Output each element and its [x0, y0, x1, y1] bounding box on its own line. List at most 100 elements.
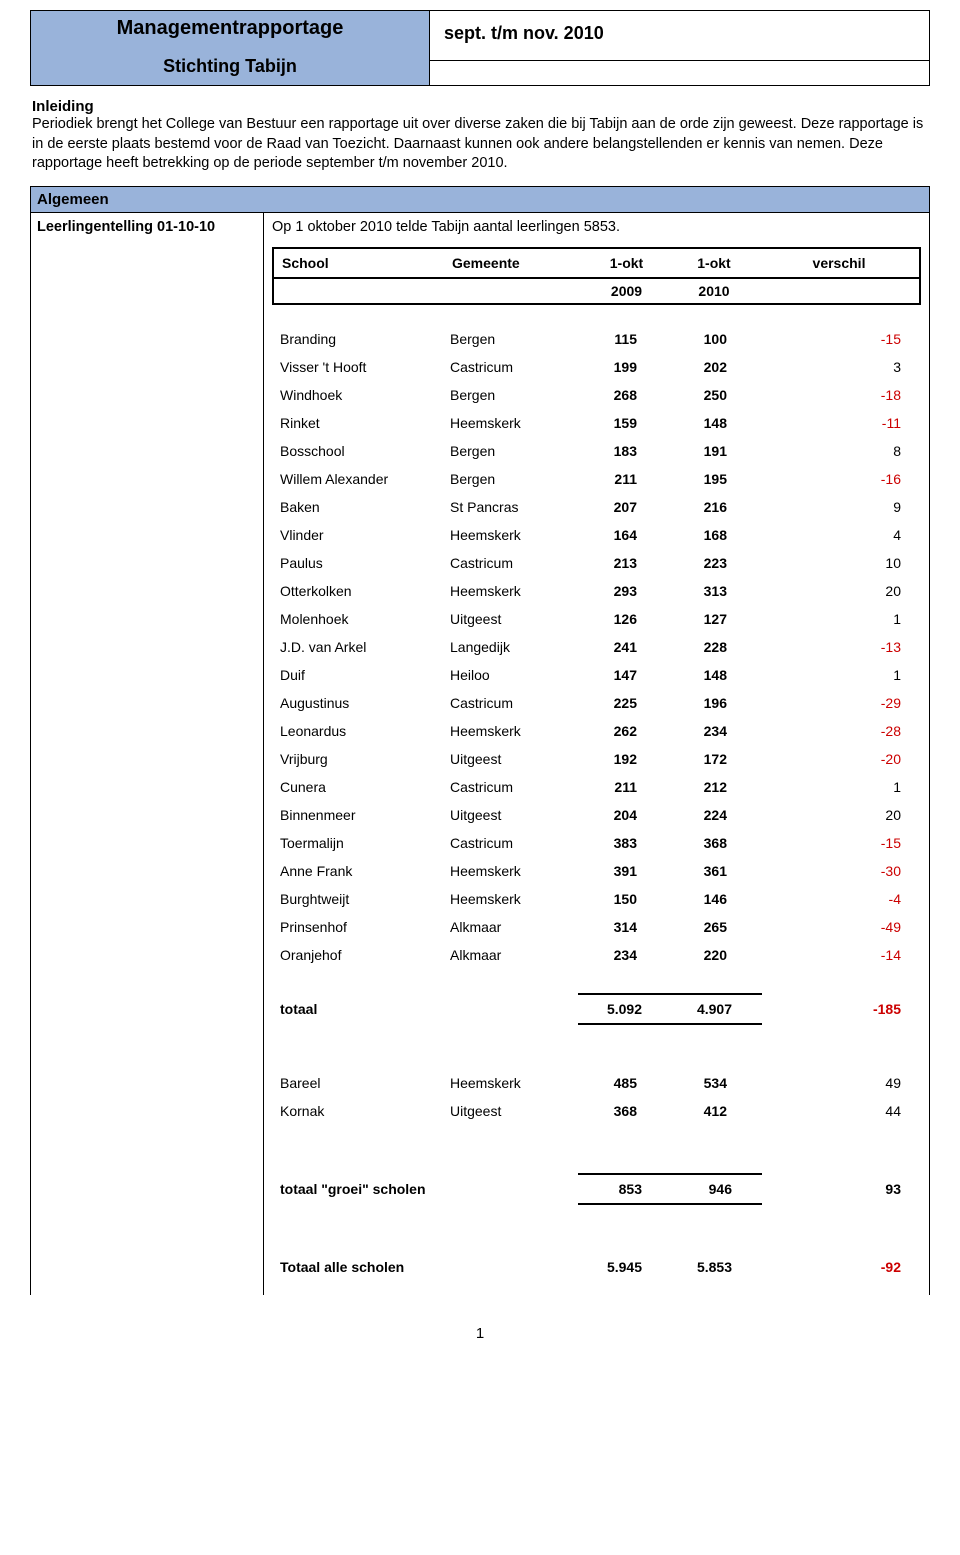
- cell-gemeente: Uitgeest: [442, 1103, 582, 1119]
- table-row: CuneraCastricum2112121: [272, 773, 921, 801]
- table-row: BinnenmeerUitgeest20422420: [272, 801, 921, 829]
- th-2010: 2010: [669, 279, 759, 303]
- cell-school: Prinsenhof: [272, 919, 442, 935]
- cell-diff: -15: [757, 331, 921, 347]
- table-row: BurghtweijtHeemskerk150146-4: [272, 885, 921, 913]
- table-header: School Gemeente 1-okt 1-okt verschil: [272, 247, 921, 279]
- table-row: PrinsenhofAlkmaar314265-49: [272, 913, 921, 941]
- table-row: BakenSt Pancras2072169: [272, 493, 921, 521]
- cell-diff: -30: [757, 863, 921, 879]
- table-row: Willem AlexanderBergen211195-16: [272, 465, 921, 493]
- subtotal-2010: 4.907: [667, 1001, 757, 1017]
- cell-diff: -13: [757, 639, 921, 655]
- table-row: AugustinusCastricum225196-29: [272, 689, 921, 717]
- table-row: Visser 't HooftCastricum1992023: [272, 353, 921, 381]
- cell-2010: 195: [667, 471, 757, 487]
- cell-diff: -28: [757, 723, 921, 739]
- grand-total-label: Totaal alle scholen: [272, 1259, 582, 1275]
- report-subtitle: Stichting Tabijn: [35, 56, 425, 77]
- table-row: LeonardusHeemskerk262234-28: [272, 717, 921, 745]
- table-row: OranjehofAlkmaar234220-14: [272, 941, 921, 969]
- cell-2009: 268: [582, 387, 667, 403]
- cell-2009: 485: [582, 1075, 667, 1091]
- cell-diff: -18: [757, 387, 921, 403]
- cell-gemeente: Heemskerk: [442, 583, 582, 599]
- cell-2009: 192: [582, 751, 667, 767]
- subtotal-label: totaal: [272, 1001, 442, 1017]
- subtotal-diff: -185: [757, 1001, 921, 1017]
- cell-diff: -49: [757, 919, 921, 935]
- cell-school: Toermalijn: [272, 835, 442, 851]
- growth-total-diff: 93: [757, 1181, 921, 1197]
- cell-diff: 1: [757, 667, 921, 683]
- cell-2009: 314: [582, 919, 667, 935]
- cell-gemeente: Heemskerk: [442, 527, 582, 543]
- growth-total-2010: 946: [667, 1181, 757, 1197]
- cell-school: Paulus: [272, 555, 442, 571]
- cell-gemeente: Bergen: [442, 331, 582, 347]
- table-row: OtterkolkenHeemskerk29331320: [272, 577, 921, 605]
- cell-diff: 10: [757, 555, 921, 571]
- grand-total-2010: 5.853: [667, 1259, 757, 1275]
- cell-school: J.D. van Arkel: [272, 639, 442, 655]
- subtotal-row: totaal 5.092 4.907 -185: [272, 995, 921, 1023]
- cell-2010: 148: [667, 667, 757, 683]
- cell-2010: 368: [667, 835, 757, 851]
- cell-school: Visser 't Hooft: [272, 359, 442, 375]
- header-blank: [430, 61, 929, 86]
- table-row: PaulusCastricum21322310: [272, 549, 921, 577]
- growth-total-row: totaal "groei" scholen 853 946 93: [272, 1175, 921, 1203]
- cell-gemeente: Langedijk: [442, 639, 582, 655]
- cell-gemeente: Heemskerk: [442, 1075, 582, 1091]
- cell-2009: 211: [582, 779, 667, 795]
- subtotal-2009: 5.092: [582, 1001, 667, 1017]
- cell-2009: 211: [582, 471, 667, 487]
- cell-gemeente: Heemskerk: [442, 863, 582, 879]
- cell-gemeente: Uitgeest: [442, 751, 582, 767]
- report-period: sept. t/m nov. 2010: [430, 11, 929, 61]
- table-row: VrijburgUitgeest192172-20: [272, 745, 921, 773]
- intro: Inleiding Periodiek brengt het College v…: [30, 98, 930, 174]
- cell-2010: 196: [667, 695, 757, 711]
- cell-2010: 265: [667, 919, 757, 935]
- header-right: sept. t/m nov. 2010: [430, 11, 929, 85]
- growth-total-label: totaal "groei" scholen: [272, 1181, 582, 1197]
- cell-2010: 223: [667, 555, 757, 571]
- cell-2009: 126: [582, 611, 667, 627]
- cell-2009: 262: [582, 723, 667, 739]
- cell-gemeente: Castricum: [442, 835, 582, 851]
- table-row: BrandingBergen115100-15: [272, 325, 921, 353]
- cell-2009: 115: [582, 331, 667, 347]
- cell-gemeente: Bergen: [442, 443, 582, 459]
- cell-school: Bareel: [272, 1075, 442, 1091]
- cell-diff: 49: [757, 1075, 921, 1091]
- th-1okt-a: 1-okt: [584, 249, 669, 277]
- cell-diff: 9: [757, 499, 921, 515]
- header: Managementrapportage Stichting Tabijn se…: [30, 10, 930, 86]
- growth-total-block: totaal "groei" scholen 853 946 93: [272, 1173, 921, 1205]
- cell-diff: 3: [757, 359, 921, 375]
- cell-school: Augustinus: [272, 695, 442, 711]
- cell-school: Kornak: [272, 1103, 442, 1119]
- section-row-text: Op 1 oktober 2010 telde Tabijn aantal le…: [272, 219, 921, 235]
- cell-diff: -11: [757, 415, 921, 431]
- cell-2009: 147: [582, 667, 667, 683]
- cell-2010: 146: [667, 891, 757, 907]
- cell-school: Bosschool: [272, 443, 442, 459]
- cell-gemeente: Heemskerk: [442, 891, 582, 907]
- grand-total-2009: 5.945: [582, 1259, 667, 1275]
- cell-gemeente: Castricum: [442, 555, 582, 571]
- cell-2009: 164: [582, 527, 667, 543]
- cell-2009: 225: [582, 695, 667, 711]
- cell-school: Leonardus: [272, 723, 442, 739]
- cell-school: Cunera: [272, 779, 442, 795]
- cell-diff: -29: [757, 695, 921, 711]
- table-row: WindhoekBergen268250-18: [272, 381, 921, 409]
- cell-school: Baken: [272, 499, 442, 515]
- table-row: KornakUitgeest36841244: [272, 1097, 921, 1125]
- cell-gemeente: St Pancras: [442, 499, 582, 515]
- cell-diff: 8: [757, 443, 921, 459]
- cell-school: Vlinder: [272, 527, 442, 543]
- cell-2010: 127: [667, 611, 757, 627]
- cell-2009: 150: [582, 891, 667, 907]
